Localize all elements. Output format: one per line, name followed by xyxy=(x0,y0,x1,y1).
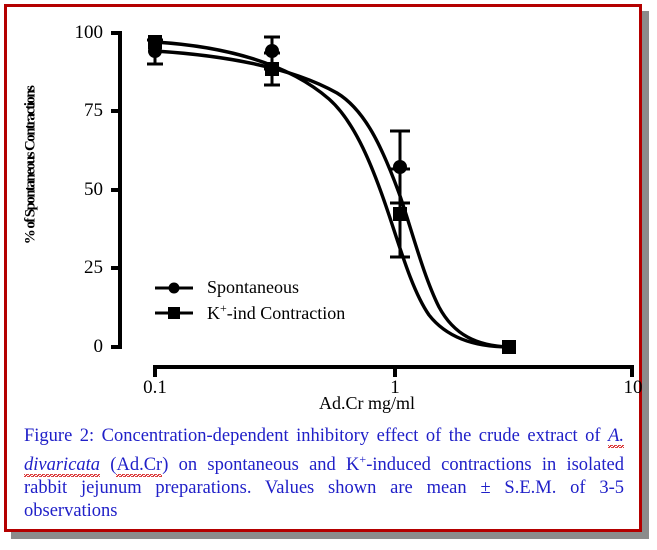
caption-abbreviation-adcr: Ad.Cr xyxy=(116,455,163,478)
legend-label-k-ind-post: -ind Contraction xyxy=(226,303,346,323)
y-tick-label-75: 75 xyxy=(84,100,103,121)
x-tick-label-10: 10 xyxy=(623,377,643,398)
chart-canvas xyxy=(111,31,634,377)
errorbars-k-ind xyxy=(264,51,410,259)
x-tick-label-0.1: 0.1 xyxy=(143,377,167,398)
caption-part-2: ( xyxy=(100,455,117,476)
figure-caption: Figure 2: Concentration-dependent inhibi… xyxy=(24,425,624,523)
caption-part-3: ) on spontaneous and K xyxy=(162,455,360,476)
y-tick-label-0: 0 xyxy=(93,336,104,357)
legend-marker-square-icon xyxy=(155,306,193,319)
legend-label-k-ind-superscript: + xyxy=(220,301,227,315)
y-tick-label-25: 25 xyxy=(84,257,103,278)
caption-superscript-plus: + xyxy=(359,452,367,466)
legend-label-k-ind: K+-ind Contraction xyxy=(207,301,345,324)
legend-label-k-ind-pre: K xyxy=(207,303,220,323)
errorbars-spontaneous xyxy=(147,35,410,205)
y-axis-title: % of Spontaneous Contractions xyxy=(22,86,39,245)
y-tick-label-50: 50 xyxy=(84,179,103,200)
legend-marker-circle-icon xyxy=(155,282,193,293)
chart-legend: Spontaneous K+-ind Contraction xyxy=(155,275,345,325)
x-axis-title: Ad.Cr mg/ml xyxy=(318,393,415,413)
caption-part-1: Figure 2: Concentration-dependent inhibi… xyxy=(24,426,609,446)
caption-part-4: -induced contractions in isolated rabbit… xyxy=(24,455,624,522)
legend-item-k-ind: K+-ind Contraction xyxy=(155,300,345,325)
y-tick-label-100: 100 xyxy=(74,22,104,43)
x-tick-label-1: 1 xyxy=(390,377,400,398)
curve-k-ind xyxy=(154,40,510,349)
figure-frame: 100 75 50 25 0 0.1 1 10 % of Spontaneous… xyxy=(4,4,643,532)
legend-item-spontaneous: Spontaneous xyxy=(155,275,345,300)
legend-label-spontaneous: Spontaneous xyxy=(207,277,299,297)
plot-region: 100 75 50 25 0 0.1 1 10 % of Spontaneous… xyxy=(7,7,643,417)
markers-k-ind xyxy=(148,35,516,354)
